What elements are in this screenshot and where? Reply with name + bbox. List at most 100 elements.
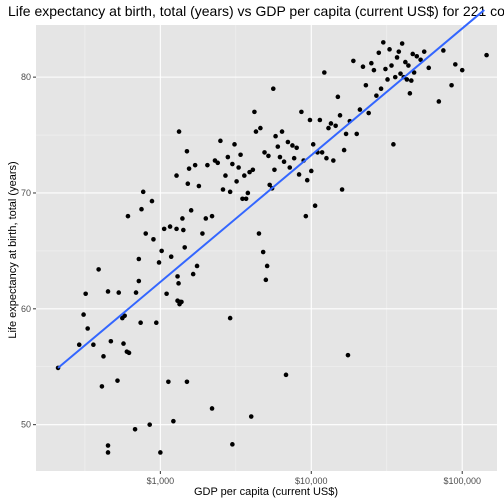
data-point xyxy=(418,57,423,63)
data-point xyxy=(161,226,167,232)
data-point xyxy=(319,150,325,155)
data-point xyxy=(238,152,243,158)
data-point xyxy=(101,354,106,359)
data-point xyxy=(343,131,349,137)
data-point xyxy=(436,99,442,104)
plot-panel xyxy=(36,25,497,471)
data-point xyxy=(281,159,287,164)
data-point xyxy=(383,66,388,72)
data-point xyxy=(252,109,257,115)
data-point xyxy=(168,254,174,259)
data-point xyxy=(404,77,410,82)
data-point xyxy=(270,86,276,92)
data-point xyxy=(164,291,169,297)
data-point xyxy=(253,129,259,134)
data-point xyxy=(385,77,390,82)
data-point xyxy=(380,40,386,45)
data-point xyxy=(484,52,489,58)
data-point xyxy=(171,418,176,424)
data-point xyxy=(243,196,249,202)
data-point xyxy=(133,290,139,295)
data-point xyxy=(391,142,396,147)
data-point xyxy=(81,312,86,317)
trend-line-group xyxy=(57,9,485,369)
data-point xyxy=(308,168,314,174)
x-axis: $1,000 $10,000 $100,000 xyxy=(147,471,481,486)
data-point xyxy=(449,82,454,88)
data-point xyxy=(105,450,111,455)
data-point xyxy=(414,53,420,59)
data-point xyxy=(287,165,293,170)
data-point xyxy=(126,350,132,356)
data-point xyxy=(307,117,313,123)
data-point xyxy=(105,289,111,294)
y-tick-label: 80 xyxy=(21,72,31,82)
data-point xyxy=(136,278,142,284)
data-point xyxy=(331,158,336,163)
data-point xyxy=(396,49,402,54)
data-point xyxy=(194,263,200,269)
data-point xyxy=(227,189,233,195)
data-point xyxy=(260,249,266,255)
data-point xyxy=(296,172,302,177)
y-tick-label: 50 xyxy=(21,420,31,430)
x-tick-label: $1,000 xyxy=(147,476,175,486)
data-point xyxy=(220,187,226,192)
data-point xyxy=(299,109,304,115)
data-point xyxy=(366,110,371,116)
data-point xyxy=(324,155,329,161)
data-point xyxy=(242,173,247,178)
data-point xyxy=(230,442,235,447)
data-point xyxy=(96,267,101,272)
data-point xyxy=(389,63,394,68)
data-point xyxy=(363,82,369,88)
data-point xyxy=(174,226,179,232)
data-point xyxy=(387,47,392,52)
data-point xyxy=(184,379,190,385)
data-point xyxy=(209,406,215,411)
data-point xyxy=(399,41,405,46)
data-point xyxy=(283,372,289,378)
y-tick-label: 70 xyxy=(21,188,31,198)
data-point xyxy=(317,117,323,123)
data-point xyxy=(143,231,149,236)
data-point xyxy=(85,326,90,331)
data-point xyxy=(139,206,144,212)
y-axis: 50 60 70 80 xyxy=(21,72,36,430)
data-point xyxy=(291,155,297,161)
data-point xyxy=(277,154,283,160)
data-point xyxy=(441,48,446,53)
data-point xyxy=(122,313,127,319)
data-point xyxy=(174,173,179,178)
data-point xyxy=(184,148,190,154)
data-point xyxy=(303,213,309,219)
data-point xyxy=(179,299,184,305)
chart-title: Life expectancy at birth, total (years) … xyxy=(8,3,504,19)
data-point xyxy=(453,62,458,67)
data-point xyxy=(138,320,143,326)
data-point xyxy=(176,281,181,286)
data-point xyxy=(374,93,379,98)
data-point xyxy=(398,71,403,76)
data-point xyxy=(140,189,146,195)
data-point xyxy=(392,74,398,80)
data-point xyxy=(406,63,411,68)
data-point xyxy=(256,231,262,236)
data-point xyxy=(234,179,239,184)
data-point xyxy=(176,129,182,134)
x-tick-label: $10,000 xyxy=(295,476,328,486)
data-point xyxy=(341,147,347,153)
data-point xyxy=(167,224,173,229)
data-point xyxy=(376,50,382,56)
data-point xyxy=(351,58,356,64)
data-point xyxy=(105,443,111,448)
data-point xyxy=(205,162,210,168)
data-point xyxy=(153,320,159,326)
data-point xyxy=(158,450,163,455)
data-point xyxy=(175,274,180,279)
data-point xyxy=(345,352,351,358)
data-point xyxy=(230,161,235,167)
data-point xyxy=(339,187,345,192)
data-point xyxy=(258,125,263,131)
data-point xyxy=(294,145,299,151)
